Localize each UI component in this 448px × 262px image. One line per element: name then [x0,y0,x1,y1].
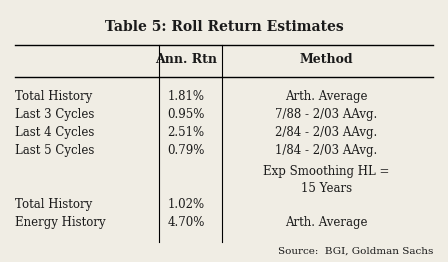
Text: Exp Smoothing HL =
15 Years: Exp Smoothing HL = 15 Years [263,165,390,195]
Text: 7/88 - 2/03 AAvg.: 7/88 - 2/03 AAvg. [275,108,378,121]
Text: 4.70%: 4.70% [168,216,205,229]
Text: Table 5: Roll Return Estimates: Table 5: Roll Return Estimates [105,20,343,34]
Text: Arth. Average: Arth. Average [285,90,368,102]
Text: 0.95%: 0.95% [168,108,205,121]
Text: Arth. Average: Arth. Average [285,216,368,229]
Text: Ann. Rtn: Ann. Rtn [155,53,217,66]
Text: Total History: Total History [15,198,92,211]
Text: 2.51%: 2.51% [168,126,205,139]
Text: 1.02%: 1.02% [168,198,205,211]
Text: 0.79%: 0.79% [168,144,205,157]
Text: Total History: Total History [15,90,92,102]
Text: Last 5 Cycles: Last 5 Cycles [15,144,94,157]
Text: Last 4 Cycles: Last 4 Cycles [15,126,94,139]
Text: Energy History: Energy History [15,216,105,229]
Text: Method: Method [300,53,353,66]
Text: 2/84 - 2/03 AAvg.: 2/84 - 2/03 AAvg. [275,126,378,139]
Text: 1.81%: 1.81% [168,90,205,102]
Text: Source:  BGI, Goldman Sachs: Source: BGI, Goldman Sachs [278,247,433,255]
Text: Last 3 Cycles: Last 3 Cycles [15,108,94,121]
Text: 1/84 - 2/03 AAvg.: 1/84 - 2/03 AAvg. [275,144,378,157]
